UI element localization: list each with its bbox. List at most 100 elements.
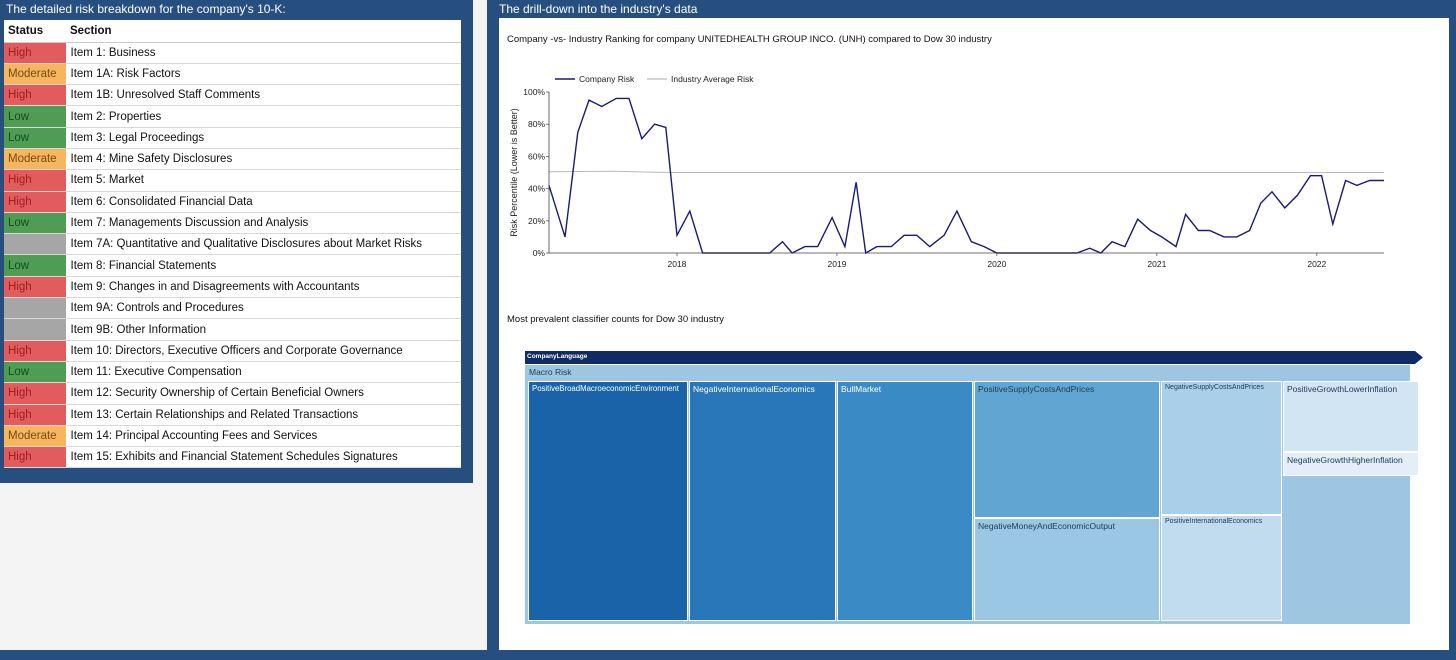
- table-row[interactable]: Low Item 3: Legal Proceedings: [4, 127, 461, 149]
- y-tick-label: 20%: [528, 216, 545, 226]
- status-column-header[interactable]: Status: [4, 20, 66, 43]
- table-row[interactable]: High Item 15: Exhibits and Financial Stat…: [4, 446, 461, 469]
- treemap-cell[interactable]: PositiveGrowthLowerInflation: [1283, 381, 1419, 452]
- treemap-cell-label: NegativeInternationalEconomics: [693, 384, 815, 394]
- treemap-cell[interactable]: NegativeMoneyAndEconomicOutput: [974, 518, 1160, 621]
- status-badge: High: [4, 404, 67, 426]
- status-badge: High: [4, 340, 67, 362]
- section-cell: Item 10: Directors, Executive Officers a…: [65, 340, 461, 362]
- section-cell: Item 2: Properties: [65, 105, 461, 128]
- risk-table: Status Section High Item 1: Business Moder…: [4, 20, 461, 469]
- table-row[interactable]: High Item 10: Directors, Executive Office…: [4, 340, 461, 362]
- section-cell: Item 1: Business: [65, 42, 461, 64]
- treemap-cell-label: PositiveInternationalEconomics: [1165, 518, 1263, 525]
- status-badge: High: [4, 191, 67, 213]
- section-cell: Item 11: Executive Compensation: [65, 361, 461, 384]
- section-cell: Item 4: Mine Safety Disclosures: [65, 148, 461, 171]
- table-row[interactable]: Item 9A: Controls and Procedures: [4, 297, 461, 320]
- status-badge: Low: [4, 254, 67, 277]
- status-badge: High: [4, 84, 67, 107]
- section-cell: Item 15: Exhibits and Financial Statemen…: [65, 446, 461, 469]
- table-row[interactable]: Item 9B: Other Information: [4, 318, 461, 341]
- treemap-cell-label: NegativeSupplyCostsAndPrices: [1165, 384, 1264, 391]
- status-badge: Low: [4, 361, 67, 384]
- section-cell: Item 5: Market: [65, 169, 461, 192]
- status-badge: Moderate: [4, 425, 67, 448]
- treemap-cell[interactable]: NegativeGrowthHigherInflation: [1283, 452, 1419, 476]
- table-row[interactable]: Low Item 11: Executive Compensation: [4, 361, 461, 384]
- industry-average-line[interactable]: [548, 170, 1384, 173]
- status-badge: High: [4, 446, 67, 469]
- status-badge: [4, 233, 67, 256]
- section-cell: Item 9B: Other Information: [65, 318, 461, 341]
- treemap-root-label: CompanyLanguage: [527, 353, 588, 360]
- table-row[interactable]: High Item 1: Business: [4, 42, 461, 64]
- table-row[interactable]: Low Item 7: Managements Discussion and An…: [4, 212, 461, 235]
- table-row[interactable]: Item 7A: Quantitative and Qualitative Di…: [4, 233, 461, 256]
- table-row[interactable]: High Item 1B: Unresolved Staff Comments: [4, 84, 461, 107]
- status-badge: High: [4, 42, 67, 64]
- treemap-cell-label: PositiveGrowthLowerInflation: [1287, 384, 1398, 394]
- treemap-root-bar[interactable]: [525, 351, 1423, 364]
- treemap-cell[interactable]: BullMarket: [837, 381, 973, 621]
- treemap-group-macro-risk[interactable]: Macro Risk PositiveBroadMacroeconomicEnv…: [525, 365, 1419, 624]
- table-row[interactable]: High Item 12: Security Ownership of Certa…: [4, 382, 461, 405]
- table-row[interactable]: Low Item 8: Financial Statements: [4, 254, 461, 277]
- treemap-cell-label: NegativeGrowthHigherInflation: [1287, 455, 1403, 465]
- section-cell: Item 7A: Quantitative and Qualitative Di…: [65, 233, 461, 256]
- table-row[interactable]: High Item 9: Changes in and Disagreements…: [4, 276, 461, 299]
- table-row[interactable]: Moderate Item 4: Mine Safety Disclosures: [4, 148, 461, 171]
- company-risk-line[interactable]: [548, 97, 1384, 255]
- section-cell: Item 12: Security Ownership of Certain B…: [65, 382, 461, 405]
- y-tick-label: 40%: [528, 184, 545, 194]
- risk-line-chart: Company Risk Industry Average Risk 0% 20% 4…: [509, 74, 1384, 269]
- status-badge: [4, 297, 67, 320]
- status-badge: [4, 318, 67, 341]
- treemap-cell-label: PositiveSupplyCostsAndPrices: [978, 384, 1095, 394]
- y-tick-label: 80%: [528, 119, 545, 129]
- treemap-cell[interactable]: PositiveBroadMacroeconomicEnvironment: [528, 381, 688, 621]
- table-row[interactable]: Moderate Item 1A: Risk Factors: [4, 63, 461, 86]
- table-row[interactable]: Low Item 2: Properties: [4, 105, 461, 128]
- status-badge: Low: [4, 105, 67, 128]
- table-row[interactable]: High Item 6: Consolidated Financial Data: [4, 191, 461, 213]
- legend-label[interactable]: Industry Average Risk: [671, 74, 754, 84]
- status-badge: High: [4, 276, 67, 299]
- treemap-cell-label: BullMarket: [841, 384, 882, 394]
- treemap-cell[interactable]: NegativeSupplyCostsAndPrices: [1161, 381, 1282, 515]
- industry-drilldown-title: The drill-down into the industry's data: [499, 2, 698, 16]
- legend-label[interactable]: Company Risk: [579, 74, 635, 84]
- section-cell: Item 3: Legal Proceedings: [65, 127, 461, 149]
- treemap-cell[interactable]: NegativeInternationalEconomics: [689, 381, 836, 621]
- x-tick-label: 2018: [668, 259, 687, 269]
- treemap-cell[interactable]: PositiveSupplyCostsAndPrices: [974, 381, 1160, 518]
- y-tick-label: 60%: [528, 151, 545, 161]
- section-cell: Item 7: Managements Discussion and Analy…: [65, 212, 461, 235]
- section-cell: Item 9A: Controls and Procedures: [65, 297, 461, 320]
- status-badge: Low: [4, 212, 67, 235]
- status-badge: High: [4, 169, 67, 192]
- status-badge: Low: [4, 127, 67, 149]
- y-tick-label: 100%: [523, 87, 545, 97]
- section-cell: Item 8: Financial Statements: [65, 254, 461, 277]
- bottom-strip: [0, 650, 487, 660]
- x-tick-label: 2020: [987, 259, 1006, 269]
- chart-legend: Company Risk Industry Average Risk: [555, 74, 754, 84]
- table-row[interactable]: High Item 13: Certain Relationships and R…: [4, 404, 461, 426]
- section-column-header[interactable]: Section: [66, 20, 461, 43]
- section-cell: Item 9: Changes in and Disagreements wit…: [65, 276, 461, 299]
- table-row[interactable]: Moderate Item 14: Principal Accounting Fe…: [4, 425, 461, 448]
- section-cell: Item 1A: Risk Factors: [65, 63, 461, 86]
- treemap-cell-label: NegativeMoneyAndEconomicOutput: [978, 521, 1116, 531]
- y-axis-label: Risk Percentile (Lower is Better): [509, 108, 519, 237]
- risk-breakdown-title: The detailed risk breakdown for the comp…: [6, 2, 286, 16]
- risk-table-header: Status Section: [4, 20, 461, 43]
- table-row[interactable]: High Item 5: Market: [4, 169, 461, 192]
- status-badge: Moderate: [4, 148, 67, 171]
- section-cell: Item 14: Principal Accounting Fees and S…: [65, 425, 461, 448]
- x-tick-label: 2019: [827, 259, 846, 269]
- treemap-cell[interactable]: PositiveInternationalEconomics: [1161, 515, 1282, 621]
- treemap-title: Most prevalent classifier counts for Dow…: [507, 314, 725, 325]
- risk-table-body: High Item 1: Business Moderate Item 1A: Ris…: [4, 42, 461, 469]
- drilldown-content: Company -vs- Industry Ranking for compan…: [499, 18, 1449, 650]
